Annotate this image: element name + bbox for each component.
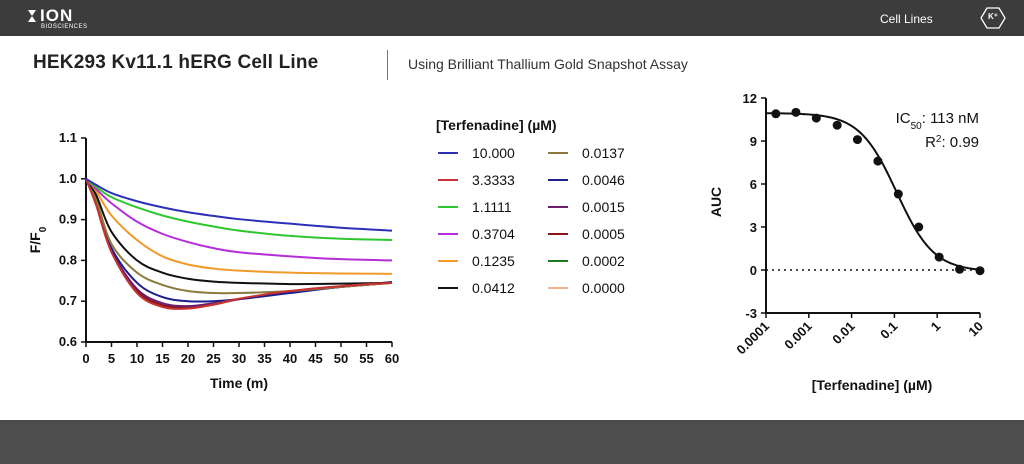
legend-label: 0.0005 — [582, 226, 625, 242]
hexagon-icon — [980, 7, 1006, 29]
series-line-10.000 — [85, 177, 393, 232]
legend-label: 0.0137 — [582, 145, 625, 161]
y-tick-label: 0.6 — [59, 334, 77, 349]
kinetic-trace-chart: 0.6 0.7 0.8 0.9 1.0 1.1 0 5 10 15 20 25 30 35 40 45 50 55… — [27, 117, 625, 391]
x-tick-label: 10 — [130, 351, 144, 366]
series-line-0.3704 — [85, 178, 393, 262]
data-point — [811, 113, 821, 123]
data-point — [852, 135, 862, 145]
dose-x-tick-label: 0.001 — [781, 319, 815, 353]
dose-response-x-axis-title: [Terfenadine] (µM) — [812, 377, 933, 393]
y-tick-label: 1.1 — [59, 130, 77, 145]
y-tick-label: 0.8 — [59, 252, 77, 267]
dose-response-y-axis-title: AUC — [708, 187, 724, 217]
series-line-0.0412 — [85, 178, 393, 286]
legend-label: 0.0412 — [472, 280, 515, 296]
line-chart-series — [85, 177, 393, 310]
x-tick-label: 5 — [108, 351, 115, 366]
data-point — [771, 109, 781, 119]
series-line-0.0046 — [85, 178, 393, 303]
dose-y-tick-label: 6 — [750, 177, 757, 192]
dose-x-tick-label: 0.0001 — [733, 319, 772, 358]
x-tick-label: 55 — [359, 351, 373, 366]
legend-label: 0.0015 — [582, 199, 625, 215]
hill-fit-curve — [765, 112, 981, 271]
legend-label: 0.1235 — [472, 253, 515, 269]
y-tick-label: 1.0 — [59, 171, 77, 186]
data-point — [791, 107, 801, 117]
x-tick-label: 45 — [308, 351, 322, 366]
dose-response-fit — [765, 112, 981, 271]
nav-cell-lines[interactable]: Cell Lines — [880, 12, 933, 26]
logo-name: ION — [40, 6, 74, 25]
series-line-0.0000 — [85, 178, 393, 310]
page-subtitle: Using Brilliant Thallium Gold Snapshot A… — [408, 56, 688, 72]
legend-label: 0.0000 — [582, 280, 625, 296]
legend-label: 0.0046 — [582, 172, 625, 188]
x-tick-label: 35 — [257, 351, 271, 366]
dose-response-points — [771, 107, 985, 276]
header-divider — [387, 50, 388, 80]
data-point — [955, 264, 965, 274]
y-tick-label: 0.7 — [59, 293, 77, 308]
line-chart-axes: 0.6 0.7 0.8 0.9 1.0 1.1 0 5 10 15 20 25 30 35 40 45 50 55… — [59, 130, 399, 366]
legend-label: 3.3333 — [472, 172, 515, 188]
potassium-channel-button[interactable]: K⁺ — [980, 7, 1006, 29]
page-title: HEK293 Kv11.1 hERG Cell Line — [33, 52, 319, 73]
data-point — [893, 189, 903, 199]
legend-label: 0.3704 — [472, 226, 515, 242]
data-point — [934, 252, 944, 262]
page-footer-bar — [0, 420, 1024, 464]
series-line-0.0002 — [85, 178, 393, 310]
dose-y-tick-label: 0 — [750, 263, 757, 278]
x-tick-label: 15 — [155, 351, 169, 366]
series-line-1.1111 — [85, 178, 393, 241]
legend-label: 0.0002 — [582, 253, 625, 269]
dose-x-tick-label: 10 — [965, 319, 986, 340]
x-tick-label: 50 — [334, 351, 348, 366]
series-line-3.3333 — [85, 178, 393, 310]
line-chart-x-axis-title: Time (m) — [210, 375, 268, 391]
x-tick-label: 60 — [385, 351, 399, 366]
line-chart-y-axis-title: F/F0 — [27, 226, 49, 253]
dose-response-chart: -3 0 3 6 9 12 0.0001 0.001 0.01 0.1 1 10 [Terfenadi… — [708, 91, 986, 393]
ic50-annotation: IC50: 113 nM — [896, 110, 979, 132]
dose-x-tick-label: 0.1 — [877, 319, 900, 342]
data-point — [873, 156, 883, 166]
ion-logo-icon — [28, 10, 36, 22]
x-tick-label: 40 — [283, 351, 297, 366]
dose-y-tick-label: 12 — [743, 91, 757, 106]
dose-y-tick-label: -3 — [745, 306, 757, 321]
series-line-0.1235 — [85, 178, 393, 275]
dose-y-tick-label: 3 — [750, 220, 757, 235]
x-tick-label: 0 — [82, 351, 89, 366]
line-chart-legend-title: [Terfenadine] (µM) — [436, 117, 557, 133]
k-badge-label: K⁺ — [988, 12, 998, 21]
x-tick-label: 25 — [206, 351, 220, 366]
data-point — [832, 120, 842, 130]
y-tick-label: 0.9 — [59, 212, 77, 227]
line-chart-legend: 10.000 3.3333 1.1111 0.3704 0.1235 0.0412 0.01… — [438, 145, 625, 296]
data-point — [975, 266, 985, 276]
x-tick-label: 20 — [181, 351, 195, 366]
legend-label: 10.000 — [472, 145, 515, 161]
x-tick-label: 30 — [232, 351, 246, 366]
dose-x-tick-label: 1 — [928, 319, 944, 335]
legend-label: 1.1111 — [472, 199, 512, 215]
r-squared-annotation: R2: 0.99 — [925, 134, 979, 152]
data-point — [914, 222, 924, 232]
top-navigation-bar: ION BIOSCIENCES Cell Lines K⁺ — [0, 0, 1024, 36]
dose-y-tick-label: 9 — [750, 134, 757, 149]
logo-subtitle: BIOSCIENCES — [41, 24, 88, 30]
dose-x-tick-label: 0.01 — [829, 319, 858, 348]
